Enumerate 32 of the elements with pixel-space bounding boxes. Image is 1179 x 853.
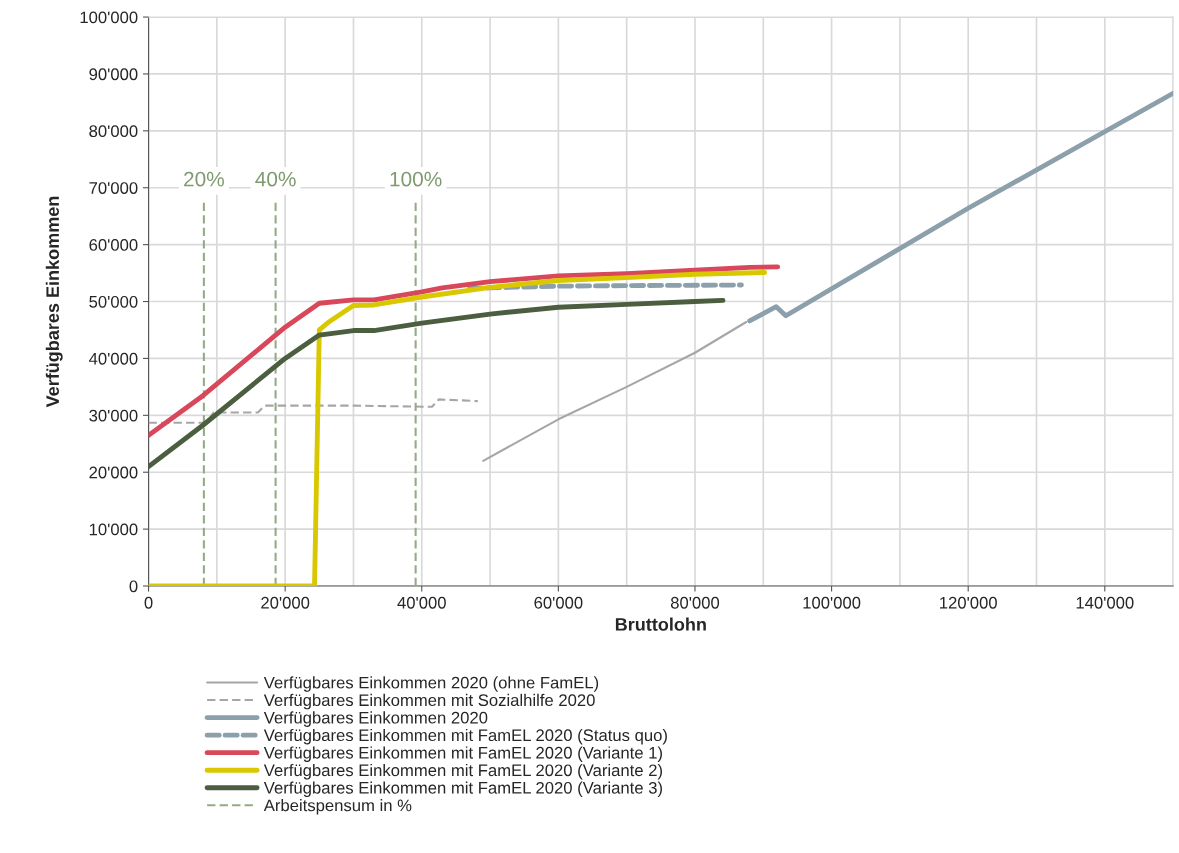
y-tick-label: 50'000 bbox=[89, 295, 138, 308]
legend-label: Verfügbares Einkommen 2020 (ohne FamEL) bbox=[263, 676, 599, 692]
x-tick-label: 120'000 bbox=[940, 596, 997, 609]
y-tick-label: 20'000 bbox=[89, 466, 138, 479]
y-tick-label: 90'000 bbox=[89, 68, 138, 81]
x-tick-label: 100'000 bbox=[803, 596, 861, 609]
legend-label: Verfügbares Einkommen mit Sozialhilfe 2020 bbox=[263, 693, 595, 710]
x-tick-label: 140'000 bbox=[1076, 596, 1134, 609]
y-axis-title: Verfügbares Einkommen bbox=[45, 196, 63, 408]
y-tick-label: 10'000 bbox=[89, 523, 138, 536]
annotation: 100% bbox=[390, 171, 442, 187]
y-tick-label: 0 bbox=[129, 580, 138, 593]
y-tick-label: 100'000 bbox=[80, 11, 138, 24]
x-tick-label: 20'000 bbox=[261, 596, 310, 609]
x-tick-label: 80'000 bbox=[670, 596, 720, 609]
y-tick-label: 40'000 bbox=[89, 352, 138, 365]
x-tick-label: 40'000 bbox=[397, 596, 446, 609]
y-tick-label: 80'000 bbox=[89, 125, 138, 138]
x-tick-label: 0 bbox=[144, 596, 153, 609]
x-axis-title: Bruttolohn bbox=[615, 617, 706, 631]
legend-label: Verfügbares Einkommen 2020 bbox=[263, 711, 488, 727]
legend-label: Verfügbares Einkommen mit FamEL 2020 (Variante 1) bbox=[263, 746, 662, 762]
y-tick-label: 60'000 bbox=[89, 239, 138, 251]
x-tick-label: 60'000 bbox=[534, 596, 583, 609]
legend-label: Verfügbares Einkommen mit FamEL 2020 (Variante 3) bbox=[263, 781, 662, 798]
y-tick-label: 30'000 bbox=[89, 409, 138, 422]
y-tick-label: 70'000 bbox=[89, 182, 138, 194]
annotation: 20% bbox=[184, 171, 224, 187]
annotation: 40% bbox=[255, 171, 296, 187]
legend-label: Verfügbares Einkommen mit FamEL 2020 (Variante 2) bbox=[263, 763, 662, 780]
legend-label: Arbeitspensum in % bbox=[263, 799, 412, 815]
legend-label: Verfügbares Einkommen mit FamEL 2020 (Status quo) bbox=[263, 728, 667, 745]
